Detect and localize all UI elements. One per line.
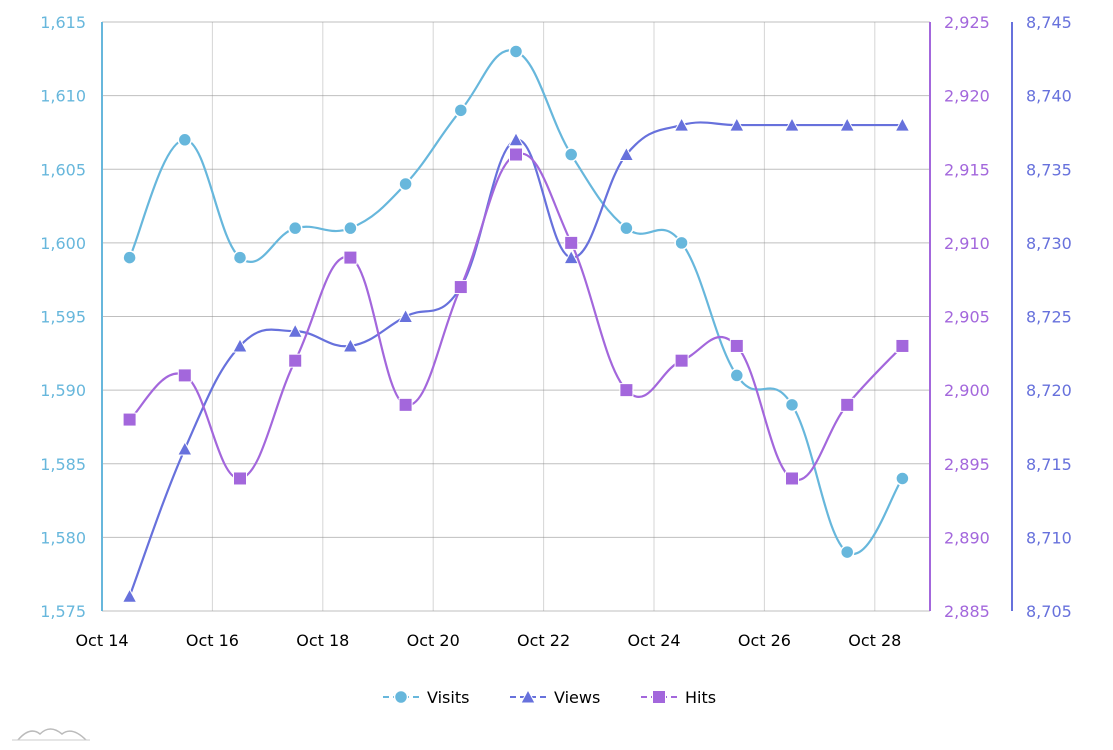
legend-item-visits[interactable]: Visits — [383, 688, 469, 707]
y-tick-label-visits: 1,615 — [40, 13, 86, 32]
amcharts-logo-icon — [12, 728, 90, 741]
data-point-hits — [453, 280, 468, 295]
data-point-visits — [563, 147, 579, 162]
series-line-views — [128, 121, 903, 597]
data-point-hits — [840, 397, 855, 412]
data-point-views — [673, 117, 690, 132]
y-tick-label-views: 8,705 — [1026, 602, 1072, 621]
chart-grid — [102, 21, 930, 612]
y-tick-label-visits: 1,605 — [40, 160, 86, 179]
data-point-visits — [232, 250, 248, 265]
y-tick-label-visits: 1,575 — [40, 602, 86, 621]
data-point-hits — [785, 471, 799, 486]
legend-item-hits[interactable]: Hits — [641, 688, 716, 707]
y-tick-label-views: 8,720 — [1026, 381, 1072, 400]
x-tick-label: Oct 16 — [186, 631, 239, 650]
data-point-visits — [895, 471, 910, 486]
y-tick-label-hits: 2,920 — [944, 87, 990, 106]
y-tick-label-visits: 1,600 — [40, 234, 86, 253]
legend-marker — [393, 689, 409, 705]
data-point-views — [839, 117, 856, 132]
data-point-visits — [453, 103, 469, 118]
data-point-hits — [619, 383, 634, 398]
series-line-hits — [128, 152, 904, 482]
legend-item-views[interactable]: Views — [510, 688, 600, 707]
data-point-visits — [619, 220, 634, 236]
data-point-visits — [508, 44, 524, 59]
y-tick-label-visits: 1,595 — [40, 308, 86, 327]
y-tick-label-views: 8,735 — [1026, 160, 1072, 179]
data-point-views — [176, 440, 193, 456]
y-tick-label-views: 8,710 — [1026, 528, 1072, 547]
x-tick-label: Oct 26 — [738, 631, 791, 650]
data-point-views — [121, 588, 138, 603]
data-point-visits — [343, 220, 358, 236]
chart-axes: Oct 14 Oct 16 Oct 18 Oct 20 Oct 22 Oct 24 Oct … — [40, 13, 1072, 650]
data-point-hits — [233, 471, 247, 486]
y-tick-label-hits: 2,910 — [944, 234, 990, 253]
legend-marker — [520, 688, 536, 704]
y-tick-label-visits: 1,610 — [40, 87, 86, 106]
y-tick-label-views: 8,730 — [1026, 234, 1072, 253]
data-point-views — [728, 117, 745, 132]
chart-legend[interactable]: Visits Views Hits — [383, 688, 716, 707]
legend-marker — [652, 690, 666, 704]
y-tick-label-views: 8,715 — [1026, 455, 1072, 474]
data-point-visits — [287, 220, 303, 236]
y-tick-label-visits: 1,590 — [40, 381, 86, 400]
data-point-hits — [509, 147, 523, 162]
y-tick-label-hits: 2,885 — [944, 602, 990, 621]
x-tick-label: Oct 28 — [848, 631, 901, 650]
data-point-hits — [398, 397, 413, 412]
y-tick-label-hits: 2,900 — [944, 381, 990, 400]
data-point-views — [397, 308, 414, 323]
data-point-views — [618, 146, 635, 162]
y-tick-label-views: 8,745 — [1026, 13, 1072, 32]
x-tick-label: Oct 18 — [296, 631, 349, 650]
data-point-visits — [674, 235, 689, 251]
y-tick-label-hits: 2,915 — [944, 160, 990, 179]
data-point-views — [342, 337, 359, 353]
y-tick-label-views: 8,740 — [1026, 87, 1072, 106]
legend-label: Visits — [427, 688, 469, 707]
data-point-views — [232, 337, 248, 353]
data-point-hits — [674, 353, 689, 368]
y-tick-label-visits: 1,580 — [40, 528, 86, 547]
legend-label: Hits — [685, 688, 716, 707]
y-tick-label-hits: 2,925 — [944, 13, 990, 32]
data-point-views — [894, 117, 911, 132]
x-tick-label: Oct 20 — [407, 631, 460, 650]
y-tick-label-visits: 1,585 — [40, 455, 86, 474]
data-point-views — [563, 249, 580, 265]
data-point-visits — [177, 132, 193, 148]
data-point-hits — [895, 338, 910, 353]
data-point-hits — [177, 368, 192, 383]
data-point-visits — [122, 250, 137, 265]
data-point-hits — [343, 250, 358, 265]
series-views — [121, 117, 911, 603]
y-tick-label-views: 8,725 — [1026, 308, 1072, 327]
data-point-views — [508, 131, 524, 147]
data-point-visits — [784, 397, 800, 413]
data-point-hits — [564, 235, 579, 250]
data-point-hits — [122, 412, 137, 427]
data-point-hits — [288, 353, 303, 368]
data-point-visits — [398, 176, 413, 192]
x-tick-label: Oct 14 — [75, 631, 128, 650]
data-point-hits — [729, 338, 744, 353]
x-tick-label: Oct 22 — [517, 631, 570, 650]
series-visits — [122, 44, 910, 560]
x-tick-label: Oct 24 — [627, 631, 680, 650]
data-point-visits — [729, 368, 745, 383]
legend-label: Views — [554, 688, 600, 707]
y-tick-label-hits: 2,905 — [944, 308, 990, 327]
series-hits — [122, 147, 910, 486]
y-tick-label-hits: 2,895 — [944, 455, 990, 474]
y-tick-label-hits: 2,890 — [944, 528, 990, 547]
data-point-views — [287, 323, 304, 338]
chart-series — [121, 44, 911, 603]
data-point-views — [784, 117, 800, 132]
data-point-visits — [839, 544, 855, 560]
